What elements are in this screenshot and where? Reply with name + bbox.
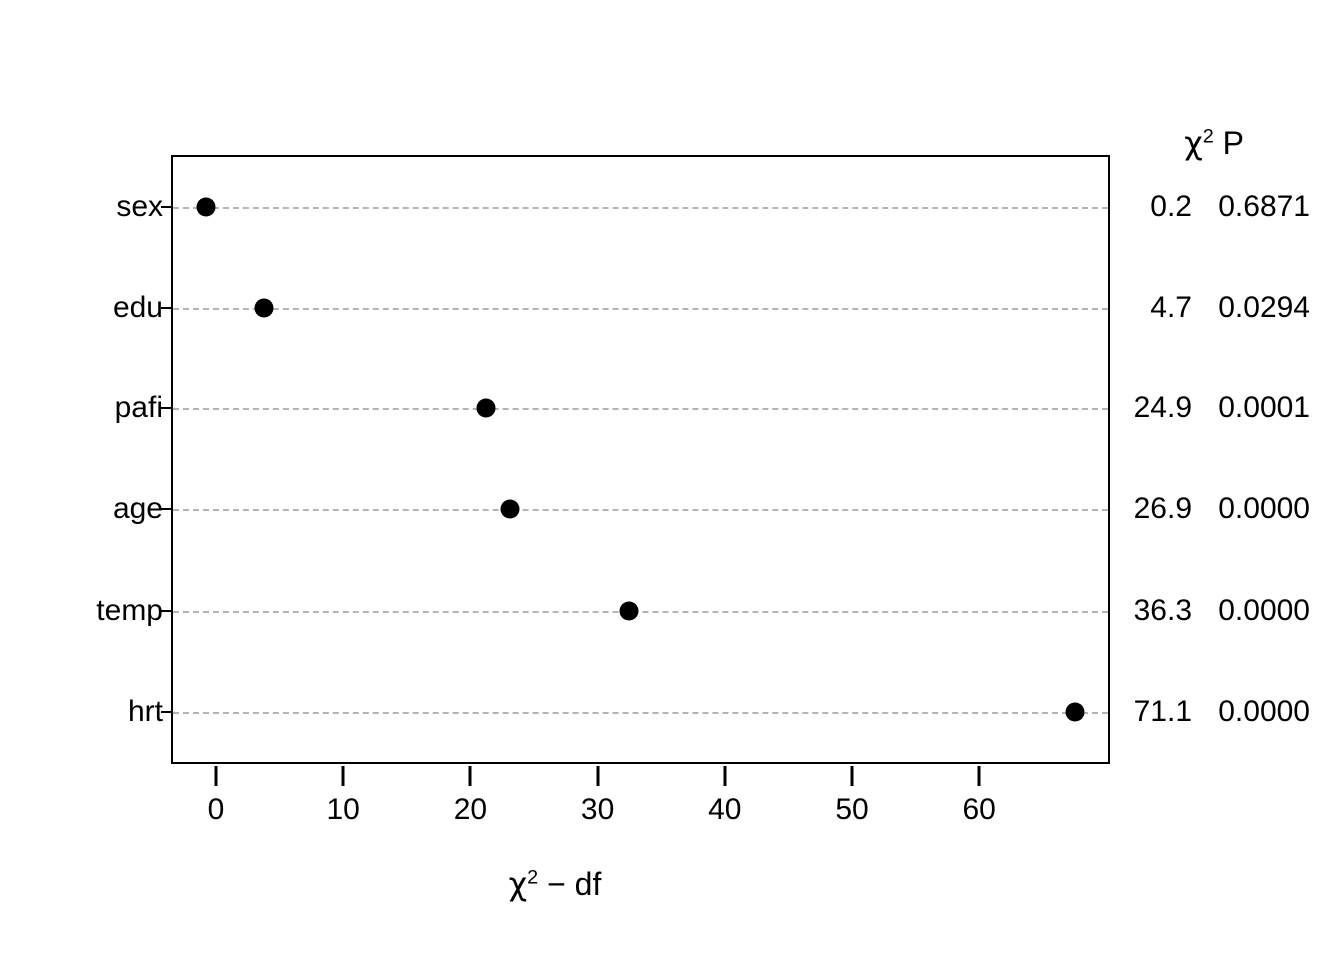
stat-chisq-temp: 36.3 bbox=[1133, 594, 1192, 627]
x-axis-tick bbox=[977, 766, 981, 786]
x-axis-title-tail: − df bbox=[538, 866, 602, 902]
y-axis-tick bbox=[161, 206, 171, 208]
x-axis-tick bbox=[850, 766, 854, 786]
x-axis-tick-label-0: 0 bbox=[207, 793, 225, 826]
x-axis-tick bbox=[214, 766, 218, 786]
data-point-hrt bbox=[1065, 702, 1085, 722]
stat-p-age: 0.0000 bbox=[1218, 492, 1310, 525]
y-axis-tick bbox=[161, 307, 171, 309]
x-axis-chi-exponent: 2 bbox=[527, 866, 539, 889]
x-axis-tick bbox=[468, 766, 472, 786]
y-axis-label-age: age bbox=[112, 492, 163, 525]
y-axis-tick bbox=[161, 610, 171, 612]
gridline bbox=[173, 207, 1108, 209]
x-axis-title: χ2 − df bbox=[0, 865, 1110, 903]
gridline bbox=[173, 611, 1108, 613]
stats-table-header: χ2 P bbox=[1184, 124, 1244, 162]
chi-symbol: χ bbox=[1184, 124, 1203, 162]
stat-p-pafi: 0.0001 bbox=[1218, 391, 1310, 424]
y-axis-label-edu: edu bbox=[112, 291, 163, 324]
p-header-label: P bbox=[1222, 125, 1244, 161]
x-axis-chi-symbol: χ bbox=[508, 865, 528, 903]
stat-p-edu: 0.0294 bbox=[1218, 291, 1310, 324]
x-axis-tick-label-30: 30 bbox=[580, 793, 615, 826]
gridline bbox=[173, 712, 1108, 714]
y-axis-tick bbox=[161, 407, 171, 409]
gridline bbox=[173, 408, 1108, 410]
y-axis-tick bbox=[161, 508, 171, 510]
data-point-age bbox=[500, 499, 520, 519]
data-point-temp bbox=[619, 601, 639, 621]
stat-chisq-pafi: 24.9 bbox=[1133, 391, 1192, 424]
x-axis-tick-label-40: 40 bbox=[708, 793, 742, 826]
x-axis-tick-label-50: 50 bbox=[835, 793, 869, 826]
stat-p-hrt: 0.0000 bbox=[1218, 695, 1310, 728]
y-axis-label-pafi: pafi bbox=[114, 391, 163, 424]
x-axis-tick-label-10: 10 bbox=[326, 793, 360, 826]
x-axis-tick bbox=[341, 766, 345, 786]
y-axis-label-hrt: hrt bbox=[127, 695, 163, 728]
gridline bbox=[173, 308, 1108, 310]
data-point-edu bbox=[254, 298, 274, 318]
x-axis-tick-label-60: 60 bbox=[962, 793, 996, 826]
x-axis-tick-label-20: 20 bbox=[453, 793, 488, 826]
stat-p-sex: 0.6871 bbox=[1218, 190, 1310, 223]
stat-chisq-age: 26.9 bbox=[1133, 492, 1192, 525]
stat-chisq-edu: 4.7 bbox=[1150, 291, 1192, 324]
y-axis-label-temp: temp bbox=[96, 594, 163, 627]
data-point-pafi bbox=[476, 398, 496, 418]
gridline bbox=[173, 509, 1108, 511]
y-axis-tick bbox=[161, 711, 171, 713]
stat-chisq-sex: 0.2 bbox=[1150, 190, 1192, 223]
stat-p-temp: 0.0000 bbox=[1218, 594, 1310, 627]
plot-panel bbox=[171, 155, 1110, 764]
x-axis-tick bbox=[596, 766, 600, 786]
chi-exponent: 2 bbox=[1202, 125, 1214, 148]
y-axis-label-sex: sex bbox=[116, 190, 163, 223]
data-point-sex bbox=[196, 197, 216, 217]
x-axis-tick bbox=[723, 766, 727, 786]
stat-chisq-hrt: 71.1 bbox=[1133, 695, 1192, 728]
